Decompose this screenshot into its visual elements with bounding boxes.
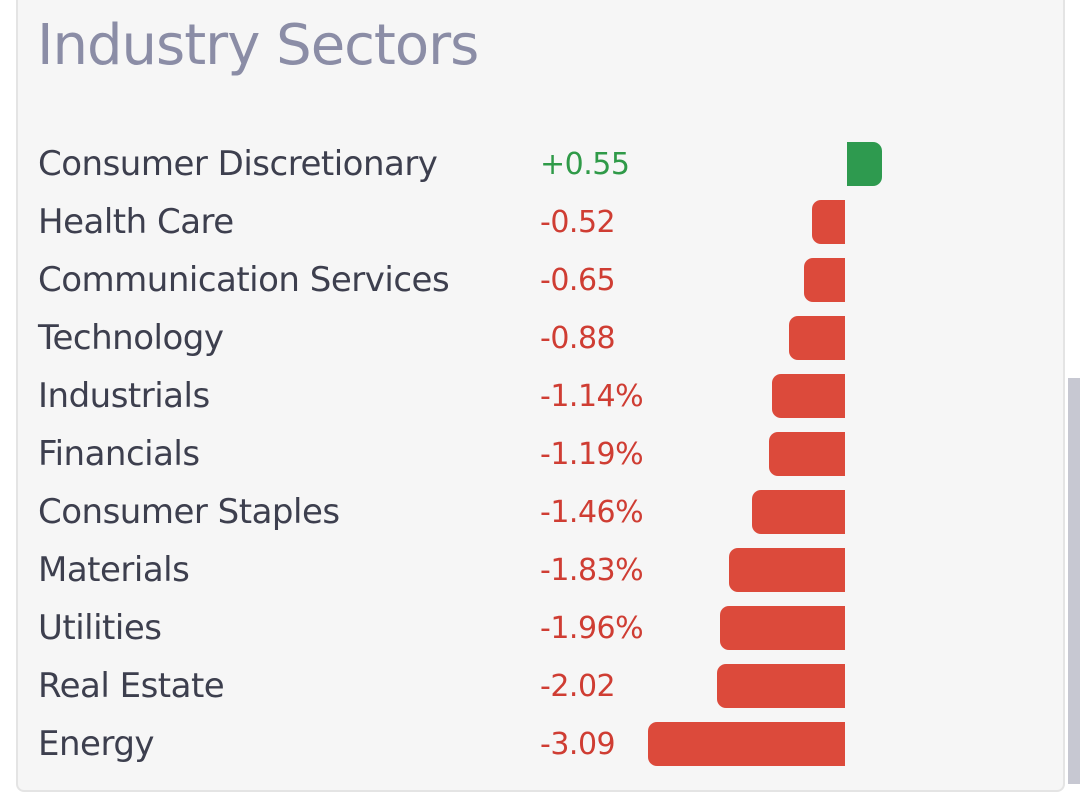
negative-bar (648, 722, 845, 766)
sector-row: Consumer Discretionary +0.55 (0, 135, 1080, 193)
negative-bar (789, 316, 845, 360)
positive-bar (847, 142, 882, 186)
sector-change-value: -0.88 (540, 321, 616, 356)
sector-change-value: -1.14% (540, 379, 644, 414)
negative-bar (716, 664, 845, 708)
negative-bar (752, 490, 845, 534)
sector-label: Energy (38, 724, 155, 764)
sector-change-value: -0.65 (540, 263, 616, 298)
sector-card (16, 0, 1065, 792)
sector-change-value: -1.19% (540, 437, 644, 472)
sector-label: Financials (38, 434, 200, 474)
sector-label: Materials (38, 550, 190, 590)
sector-row: Energy -3.09 (0, 715, 1080, 773)
negative-bar (772, 374, 845, 418)
sector-change-value: -0.52 (540, 205, 616, 240)
chart-title: Industry Sectors (37, 13, 479, 78)
negative-bar (728, 548, 845, 592)
sector-change-value: -2.02 (540, 669, 616, 704)
sector-label: Technology (38, 318, 224, 358)
sector-change-value: -3.09 (540, 727, 616, 762)
sector-row: Utilities -1.96% (0, 599, 1080, 657)
sector-row: Health Care -0.52 (0, 193, 1080, 251)
sector-change-value: +0.55 (540, 147, 630, 182)
sector-label: Industrials (38, 376, 210, 416)
negative-bar (811, 200, 845, 244)
sector-change-value: -1.83% (540, 553, 644, 588)
sector-row: Materials -1.83% (0, 541, 1080, 599)
sector-row: Technology -0.88 (0, 309, 1080, 367)
sector-row: Industrials -1.14% (0, 367, 1080, 425)
sector-change-value: -1.96% (540, 611, 644, 646)
sector-label: Consumer Discretionary (38, 144, 438, 184)
sector-label: Consumer Staples (38, 492, 340, 532)
sector-label: Utilities (38, 608, 162, 648)
sector-row: Consumer Staples -1.46% (0, 483, 1080, 541)
sector-row: Real Estate -2.02 (0, 657, 1080, 715)
sector-row: Financials -1.19% (0, 425, 1080, 483)
negative-bar (769, 432, 845, 476)
scrollbar[interactable] (1068, 378, 1080, 784)
sector-change-value: -1.46% (540, 495, 644, 530)
sector-label: Health Care (38, 202, 234, 242)
negative-bar (720, 606, 845, 650)
sector-label: Communication Services (38, 260, 450, 300)
sector-row: Communication Services -0.65 (0, 251, 1080, 309)
sector-label: Real Estate (38, 666, 225, 706)
negative-bar (803, 258, 845, 302)
